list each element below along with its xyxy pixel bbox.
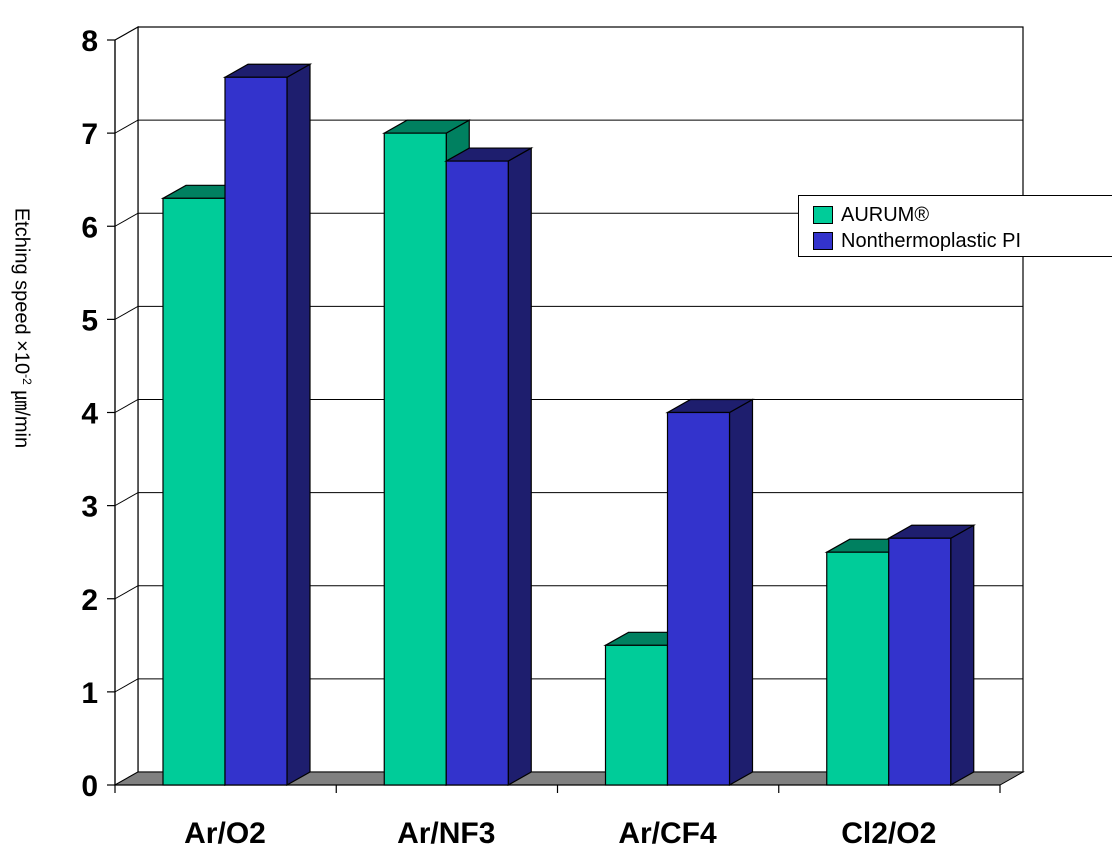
- y-tick-label: 8: [81, 25, 98, 58]
- bar: [604, 644, 669, 786]
- legend-item-pi: Nonthermoplastic PI: [813, 230, 1021, 252]
- bar: [224, 76, 288, 786]
- y-tick-label: 7: [81, 118, 98, 151]
- legend-label-aurum: AURUM®: [841, 203, 930, 226]
- bar: [826, 551, 890, 786]
- legend: AURUM® Nonthermoplastic PI: [798, 195, 1112, 257]
- y-axis-label-suffix: ㎛/min: [10, 384, 33, 449]
- y-tick-label: 5: [81, 304, 98, 337]
- y-axis-label-prefix: Etching speed ×10: [10, 207, 33, 375]
- x-tick-label: Cl2/O2: [841, 817, 936, 845]
- legend-item-aurum: AURUM®: [813, 204, 929, 226]
- bar: [162, 197, 226, 786]
- y-tick-label: 0: [81, 770, 98, 803]
- gridline: [114, 212, 1023, 227]
- legend-swatch-aurum: [813, 206, 833, 224]
- y-tick-label: 6: [81, 211, 98, 244]
- y-axis-label: Etching speed ×10-2 ㎛/min: [10, 208, 39, 448]
- gridline: [114, 305, 1023, 320]
- bar-side: [950, 524, 975, 787]
- y-axis-label-exponent: -2: [20, 374, 35, 385]
- y-tick-label: 2: [81, 584, 98, 617]
- bar: [888, 537, 952, 786]
- legend-label-pi: Nonthermoplastic PI: [841, 229, 1022, 252]
- x-tick-label: Ar/CF4: [618, 817, 717, 845]
- bar-side: [728, 398, 754, 787]
- y-tick-label: 4: [81, 398, 98, 431]
- x-tick-label: Ar/NF3: [397, 817, 495, 845]
- x-tick-label: Ar/O2: [184, 817, 266, 845]
- bar: [383, 132, 447, 786]
- legend-swatch-pi: [813, 232, 833, 250]
- bar: [666, 411, 731, 786]
- gridline: [114, 119, 1023, 134]
- y-tick-label: 3: [81, 491, 98, 524]
- bar: [445, 160, 509, 786]
- bar-side: [507, 147, 532, 787]
- y-tick-label: 1: [81, 677, 98, 710]
- bar-side: [286, 63, 311, 787]
